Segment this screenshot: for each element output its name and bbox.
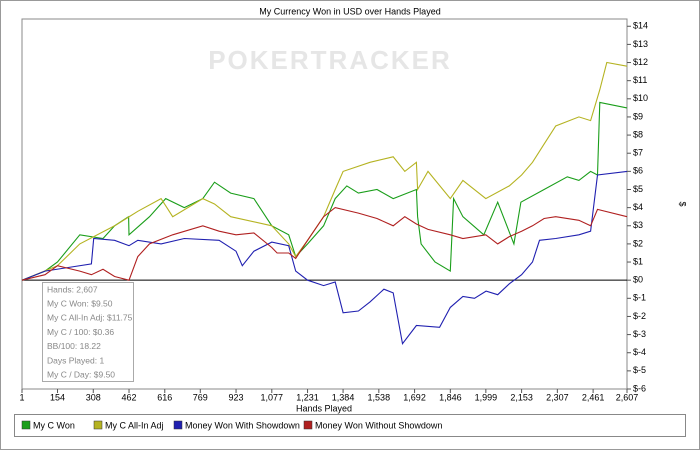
x-tick-label: 1,846 — [439, 392, 462, 402]
stats-text: My C / Day: $9.50 — [47, 369, 115, 379]
y-tick-label: $-1 — [633, 293, 646, 303]
series-line — [21, 207, 628, 281]
y-tick-label: $-4 — [633, 347, 646, 357]
y-tick-label: $1 — [633, 256, 643, 266]
x-tick-label: 1,077 — [261, 392, 284, 402]
x-tick-label: 1,538 — [368, 392, 391, 402]
plot-frame — [21, 18, 628, 390]
x-tick-label: 1,231 — [296, 392, 319, 402]
x-tick-label: 616 — [157, 392, 172, 402]
y-tick-label: $14 — [633, 21, 648, 31]
y-tick-label: $13 — [633, 39, 648, 49]
x-tick-label: 2,307 — [546, 392, 569, 402]
series-line — [21, 170, 628, 346]
y-tick-label: $9 — [633, 111, 643, 121]
y-tick-label: $5 — [633, 184, 643, 194]
x-tick-label: 462 — [122, 392, 137, 402]
legend-label: Money Won Without Showdown — [315, 420, 442, 430]
y-tick-label: $-5 — [633, 365, 646, 375]
x-tick-label: 2,607 — [616, 392, 639, 402]
legend-label: Money Won With Showdown — [185, 420, 300, 430]
y-tick-label: $-6 — [633, 383, 646, 393]
y-tick-label: $7 — [633, 148, 643, 158]
y-tick-label: $2 — [633, 238, 643, 248]
y-tick-label: $0 — [633, 275, 643, 285]
y-tick-label: $8 — [633, 129, 643, 139]
legend-frame — [14, 414, 686, 437]
y-tick-label: $3 — [633, 220, 643, 230]
x-tick-label: 1,384 — [332, 392, 355, 402]
y-tick-label: $11 — [633, 75, 647, 85]
x-tick-label: 1,999 — [475, 392, 498, 402]
x-tick-label: 308 — [86, 392, 101, 402]
stats-text: BB/100: 18.22 — [47, 341, 101, 351]
x-tick-label: 2,461 — [582, 392, 605, 402]
x-tick-label: 1,692 — [403, 392, 426, 402]
stats-text: My C All-In Adj: $11.75 — [47, 313, 133, 323]
legend-swatch — [93, 420, 103, 430]
stats-text: My C Won: $9.50 — [47, 298, 113, 308]
stats-box — [42, 282, 134, 382]
series-line — [21, 101, 628, 281]
y-tick-label: $12 — [633, 57, 648, 67]
stats-text: Hands: 2,607 — [47, 284, 98, 294]
legend-label: My C Won — [33, 420, 75, 430]
y-tick-label: $4 — [633, 202, 643, 212]
stats-text: My C / 100: $0.36 — [47, 327, 114, 337]
y-tick-label: $6 — [633, 166, 643, 176]
y-tick-label: $10 — [633, 93, 648, 103]
stats-text: Days Played: 1 — [47, 355, 104, 365]
legend-label: My C All-In Adj — [105, 420, 164, 430]
y-axis-label: $ — [678, 201, 688, 206]
watermark: POKERTRACKER — [208, 45, 452, 75]
chart-title: My Currency Won in USD over Hands Played — [259, 6, 440, 16]
x-axis-label: Hands Played — [296, 403, 352, 413]
x-tick-label: 1 — [19, 392, 24, 402]
legend-swatch — [173, 420, 183, 430]
series-line — [21, 61, 628, 281]
x-tick-label: 923 — [229, 392, 244, 402]
legend-swatch — [303, 420, 313, 430]
y-tick-label: $-2 — [633, 311, 646, 321]
x-tick-label: 2,153 — [510, 392, 533, 402]
x-tick-label: 769 — [193, 392, 208, 402]
legend-swatch — [21, 420, 31, 430]
x-tick-label: 154 — [50, 392, 65, 402]
y-tick-label: $-3 — [633, 329, 646, 339]
